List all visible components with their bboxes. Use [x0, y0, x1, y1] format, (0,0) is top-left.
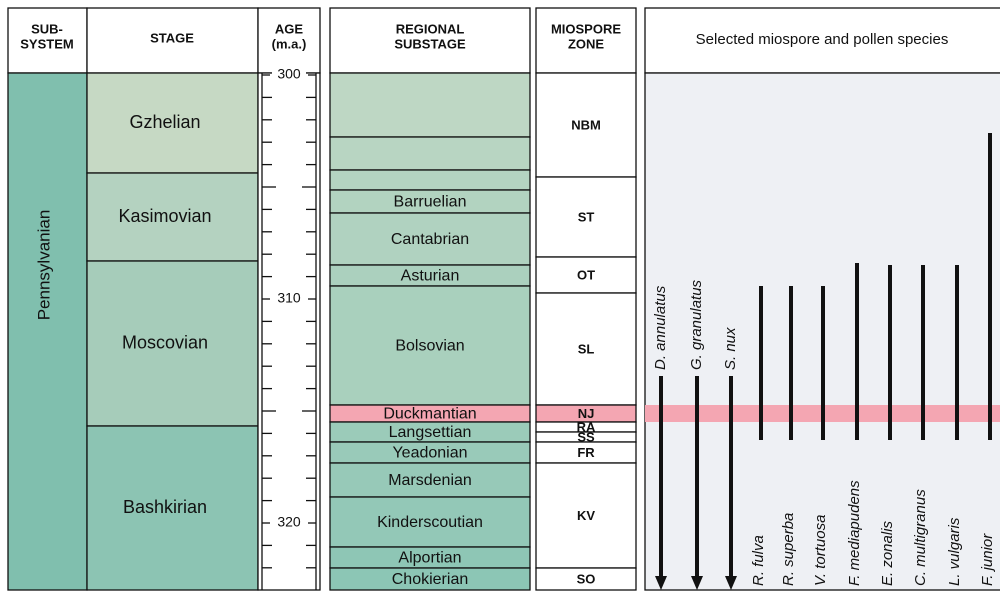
substage-label: Chokierian — [392, 571, 468, 588]
zone-label: SO — [577, 571, 596, 586]
header-label: ZONE — [568, 36, 604, 51]
species-label: C. multigranus — [912, 489, 929, 586]
header-label: SYSTEM — [20, 36, 73, 51]
zone-label: KV — [577, 508, 595, 523]
age-label: 320 — [277, 514, 301, 530]
substage-label: Bolsovian — [395, 338, 464, 355]
substage-cell — [329, 285, 531, 406]
header-label: SUB- — [31, 21, 63, 36]
age-cell — [257, 72, 321, 591]
zone-label: SL — [578, 341, 595, 356]
zone-cell — [535, 256, 637, 294]
species-label: R. fulva — [750, 535, 767, 586]
stage-label: Bashkirian — [123, 497, 207, 517]
species-label: V. tortuosa — [812, 515, 829, 586]
subsystem-label: Pennsylvanian — [34, 210, 53, 321]
header-cell — [86, 7, 259, 74]
age-label: 310 — [277, 290, 301, 306]
header-label: AGE — [275, 21, 304, 36]
age-label: 300 — [277, 66, 301, 82]
header-label: REGIONAL — [396, 21, 465, 36]
zone-label: NBM — [571, 117, 601, 132]
header-label: (m.a.) — [272, 36, 307, 51]
zone-label: OT — [577, 267, 595, 282]
substage-label: Langsettian — [389, 424, 472, 441]
substage-label: Kinderscoutian — [377, 514, 483, 531]
substage-label: Marsdenian — [388, 472, 472, 489]
substage-label: Yeadonian — [392, 445, 467, 462]
substage-cell — [329, 136, 531, 171]
species-label: F. mediapudens — [846, 480, 863, 586]
header-label: MIOSPORE — [551, 21, 621, 36]
age-label-bg — [272, 515, 306, 531]
species-label: L. vulgaris — [946, 517, 963, 586]
range-arrow — [691, 576, 703, 590]
zone-cell — [535, 462, 637, 569]
range-arrow — [655, 576, 667, 590]
species-label: E. zonalis — [879, 520, 896, 586]
header-label: Selected miospore and pollen species — [696, 31, 949, 48]
stage-cell — [86, 260, 259, 427]
species-label: R. superba — [780, 513, 797, 586]
zone-label: RA — [577, 419, 596, 434]
age-label-bg — [272, 291, 306, 307]
subsystem-cell — [7, 72, 88, 591]
substage-label: Alportian — [398, 550, 461, 567]
zone-label: NJ — [578, 406, 595, 421]
substage-cell — [329, 169, 531, 191]
substage-label: Duckmantian — [383, 406, 476, 423]
substage-cell — [329, 567, 531, 591]
zone-cell — [535, 292, 637, 406]
species-label: G. granulatus — [688, 279, 705, 370]
stage-cell — [86, 425, 259, 591]
stage-cell — [86, 72, 259, 174]
stage-label: Kasimovian — [118, 206, 211, 226]
substage-cell — [329, 496, 531, 548]
header-label: STAGE — [150, 30, 194, 45]
substage-cell — [329, 462, 531, 498]
substage-label: Asturian — [401, 268, 460, 285]
substage-label: Barruelian — [394, 194, 467, 211]
zone-label: FR — [577, 445, 595, 460]
header-cell — [257, 7, 321, 74]
species-label: S. nux — [722, 327, 739, 370]
species-label: F. junior — [979, 533, 996, 586]
substage-label: Cantabrian — [391, 231, 469, 248]
zone-cell — [535, 72, 637, 178]
zone-label: ST — [578, 209, 595, 224]
stage-label: Gzhelian — [129, 112, 200, 132]
header-label: SUBSTAGE — [394, 36, 466, 51]
stage-label: Moscovian — [122, 332, 208, 352]
age-label-bg — [272, 67, 306, 83]
species-label: D. annulatus — [652, 285, 669, 370]
header-cell — [7, 7, 88, 74]
range-arrow — [725, 576, 737, 590]
substage-cell — [329, 72, 531, 138]
zone-cell — [535, 567, 637, 591]
header-cell — [644, 7, 1000, 74]
substage-cell — [329, 212, 531, 266]
zone-label: SS — [577, 429, 595, 444]
